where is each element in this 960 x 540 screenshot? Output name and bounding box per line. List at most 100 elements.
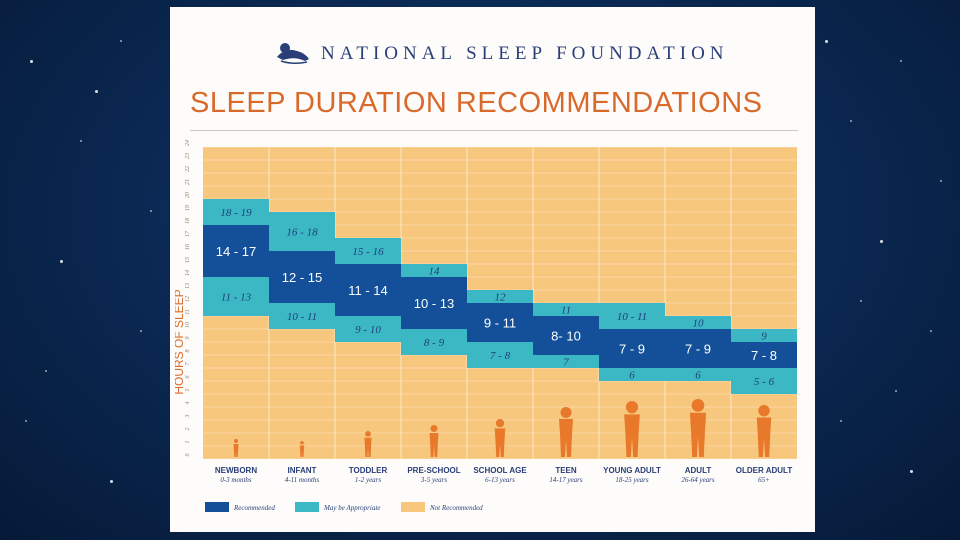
y-tick-label: 16 xyxy=(185,244,191,250)
silhouette-body xyxy=(364,437,372,457)
star xyxy=(60,260,63,263)
may-be-appropriate-high-label: 10 xyxy=(693,318,705,330)
may-be-appropriate-low-label: 9 - 10 xyxy=(355,324,381,336)
may-be-appropriate-high-band xyxy=(203,199,269,225)
star xyxy=(25,420,27,422)
star xyxy=(850,120,852,122)
star xyxy=(45,370,47,372)
recommended-label: 11 - 14 xyxy=(348,283,388,298)
star xyxy=(880,240,883,243)
category-label: INFANT xyxy=(288,466,317,475)
y-tick-label: 5 xyxy=(185,389,191,392)
y-tick-label: 14 xyxy=(184,270,191,276)
y-tick-label: 20 xyxy=(185,192,191,198)
recommended-band xyxy=(533,316,599,355)
may-be-appropriate-high-band xyxy=(599,303,665,329)
toddler-silhouette-icon xyxy=(364,431,372,457)
may-be-appropriate-low-label: 6 xyxy=(695,370,701,382)
may-be-appropriate-high-label: 16 - 18 xyxy=(286,227,318,239)
may-be-appropriate-high-label: 12 xyxy=(495,292,507,304)
category-label: TODDLER xyxy=(349,466,388,475)
star xyxy=(900,60,902,62)
may-be-appropriate-low-band xyxy=(731,368,797,394)
category-age-range: 18-25 years xyxy=(615,476,649,484)
legend-label: May be Appropriate xyxy=(323,504,380,512)
infographic-card: NATIONAL SLEEP FOUNDATION SLEEP DURATION… xyxy=(170,7,815,532)
silhouette-body xyxy=(689,412,707,457)
category-age-range: 4-11 months xyxy=(285,476,320,484)
may-be-appropriate-high-band xyxy=(731,329,797,342)
older-adult-silhouette-icon xyxy=(756,405,772,457)
may-be-appropriate-high-label: 9 xyxy=(761,331,767,343)
may-be-appropriate-low-band xyxy=(599,368,665,381)
star xyxy=(895,390,897,392)
silhouette-body xyxy=(299,445,305,457)
silhouette-head xyxy=(495,419,505,428)
y-tick-label: 12 xyxy=(185,296,191,302)
silhouette-body xyxy=(756,417,772,457)
star xyxy=(80,140,82,142)
may-be-appropriate-low-label: 7 xyxy=(563,357,569,369)
recommended-band xyxy=(599,329,665,368)
school-age-silhouette-icon xyxy=(494,419,506,457)
recommended-band xyxy=(665,329,731,368)
may-be-appropriate-low-band xyxy=(533,355,599,368)
legend-swatch xyxy=(295,502,319,512)
silhouette-head xyxy=(691,399,705,412)
recommended-label: 12 - 15 xyxy=(282,270,322,285)
may-be-appropriate-low-band xyxy=(665,368,731,381)
category-label: ADULT xyxy=(685,466,712,475)
legend-swatch xyxy=(205,502,229,512)
recommended-band xyxy=(335,264,401,316)
may-be-appropriate-low-label: 6 xyxy=(629,370,635,382)
newborn-silhouette-icon xyxy=(233,439,239,457)
young-adult-silhouette-icon xyxy=(624,401,640,457)
may-be-appropriate-high-band xyxy=(533,303,599,316)
y-tick-label: 2 xyxy=(185,428,191,431)
y-tick-label: 17 xyxy=(185,230,191,237)
silhouette-head xyxy=(234,439,238,443)
preschooler-silhouette-icon xyxy=(429,425,439,457)
category-label: PRE-SCHOOL xyxy=(407,466,460,475)
y-tick-label: 9 xyxy=(185,337,191,340)
y-tick-label: 3 xyxy=(185,415,191,419)
silhouette-head xyxy=(758,405,770,417)
star xyxy=(940,180,942,182)
may-be-appropriate-high-label: 14 xyxy=(429,266,441,278)
star xyxy=(825,40,828,43)
category-age-range: 3-5 years xyxy=(420,476,448,484)
y-tick-label: 0 xyxy=(185,454,191,457)
y-tick-label: 22 xyxy=(185,166,191,172)
teen-silhouette-icon xyxy=(559,407,573,457)
silhouette-head xyxy=(430,425,438,433)
category-age-range: 26-64 years xyxy=(681,476,715,484)
silhouette-head xyxy=(300,441,304,445)
brand-header: NATIONAL SLEEP FOUNDATION xyxy=(275,39,745,69)
star xyxy=(140,330,142,332)
title-divider xyxy=(190,130,798,131)
star xyxy=(120,40,122,42)
may-be-appropriate-high-label: 15 - 16 xyxy=(352,246,384,258)
may-be-appropriate-low-band xyxy=(269,303,335,329)
recommended-label: 7 - 9 xyxy=(619,342,645,357)
category-label: TEEN xyxy=(555,466,577,475)
category-label: SCHOOL AGE xyxy=(473,466,527,475)
category-label: OLDER ADULT xyxy=(736,466,793,475)
recommended-label: 8- 10 xyxy=(551,329,581,344)
category-age-range: 14-17 years xyxy=(549,476,583,484)
y-tick-label: 8 xyxy=(185,350,191,353)
silhouette-head xyxy=(625,401,639,414)
y-axis-label: HOURS OF SLEEP xyxy=(175,289,186,394)
sleeping-figure-logo-icon xyxy=(277,43,309,65)
may-be-appropriate-low-label: 5 - 6 xyxy=(754,376,775,388)
silhouette-head xyxy=(365,431,371,437)
recommended-band xyxy=(269,251,335,303)
category-age-range: 65+ xyxy=(758,476,770,484)
may-be-appropriate-low-label: 7 - 8 xyxy=(490,350,511,362)
star xyxy=(30,60,33,63)
star xyxy=(910,470,913,473)
recommended-band xyxy=(731,342,797,368)
may-be-appropriate-low-label: 11 - 13 xyxy=(221,292,252,304)
y-tick-label: 19 xyxy=(185,205,191,211)
y-tick-label: 7 xyxy=(185,362,191,366)
